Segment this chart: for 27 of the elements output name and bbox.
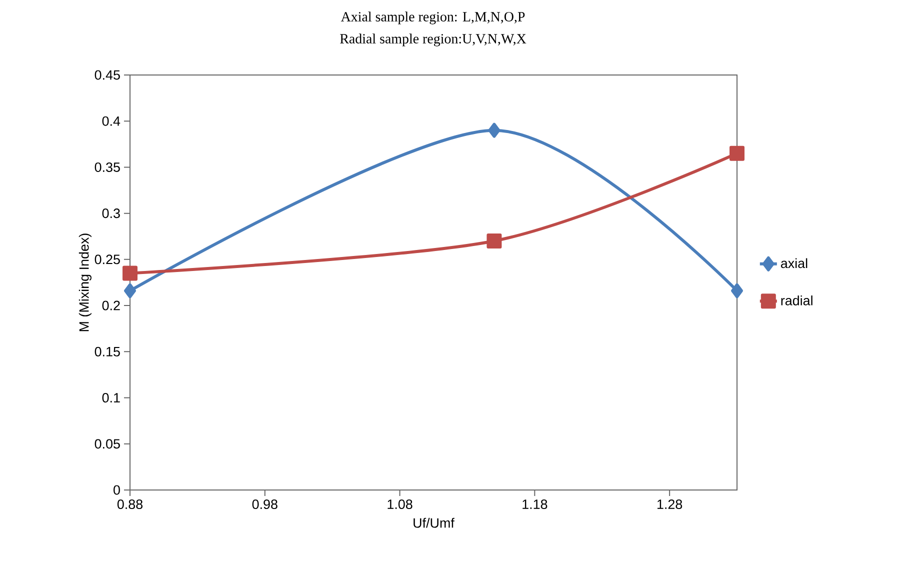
y-tick-label: 0.15: [94, 346, 120, 356]
x-axis-title: Uf/Umf: [414, 518, 454, 528]
x-tick-label: 0.98: [252, 500, 278, 510]
point: [124, 283, 136, 298]
chart-subtitle: Radial sample region:U,V,N,W,X: [340, 34, 526, 46]
x-tick-label: 1.28: [658, 500, 682, 510]
y-tick-label: 0.4: [102, 116, 120, 126]
y-tick-label: 0.05: [94, 439, 120, 449]
y-tick-label: 0.25: [94, 254, 120, 264]
x-tick-label: 1.08: [388, 500, 412, 510]
point: [730, 146, 745, 161]
y-tick-label: 0: [114, 485, 120, 495]
chart-title: Axial sample region: L,M,N,O,P: [340, 12, 525, 24]
point: [488, 122, 500, 138]
y-tick-label: 0.2: [102, 300, 120, 310]
y-tick-label: 0.3: [102, 208, 120, 218]
x-tick-label: 1.18: [522, 500, 548, 510]
x-tick-label: 0.88: [117, 500, 143, 510]
y-tick-label: 0.1: [102, 393, 120, 403]
legend-label: radial: [781, 295, 812, 306]
point: [731, 283, 744, 298]
y-tick-label: 0.45: [94, 70, 120, 80]
y-axis-title: M (Mixing Index): [78, 234, 92, 332]
y-tick-label: 0.35: [94, 162, 120, 172]
point: [486, 233, 502, 248]
legend-label: axial: [780, 258, 808, 268]
point: [122, 266, 138, 281]
